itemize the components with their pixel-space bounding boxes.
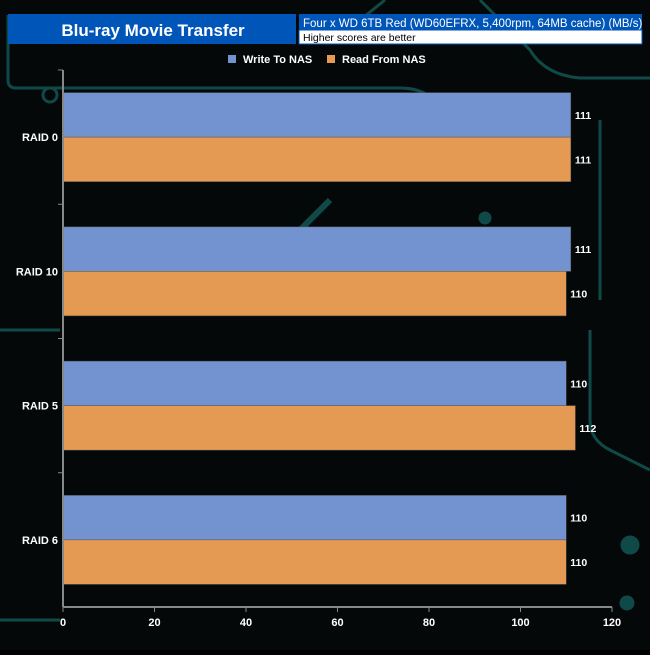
data-label: 110 (570, 513, 587, 525)
x-tick-label: 80 (423, 617, 435, 629)
data-label: 111 (575, 244, 592, 256)
x-tick-label: 120 (603, 617, 621, 629)
chart-title: Blu-ray Movie Transfer (61, 21, 245, 40)
data-label: 112 (579, 423, 596, 435)
legend-label-read: Read From NAS (342, 54, 426, 66)
x-tick-label: 20 (148, 617, 160, 629)
category-label: RAID 5 (22, 401, 58, 413)
data-label: 110 (570, 378, 587, 390)
x-tick-label: 60 (331, 617, 343, 629)
title-box (8, 14, 296, 44)
legend: Write To NAS Read From NAS (228, 54, 426, 66)
bar-read-from-nas (62, 136, 572, 182)
category-label: RAID 0 (22, 132, 58, 144)
x-tick-label: 100 (511, 617, 529, 629)
x-tick-label: 0 (60, 617, 66, 629)
category-label: RAID 6 (22, 535, 58, 547)
bar-write-to-nas (62, 92, 572, 138)
data-label: 111 (575, 154, 592, 166)
note-box (298, 29, 643, 45)
legend-swatch-write (228, 55, 236, 63)
bar-write-to-nas (62, 495, 567, 541)
category-label: RAID 10 (16, 266, 58, 278)
chart-note: Higher scores are better (303, 32, 416, 44)
bar-write-to-nas (62, 360, 567, 406)
data-label: 110 (570, 289, 587, 301)
data-label: 110 (570, 557, 587, 569)
legend-swatch-read (327, 55, 335, 63)
bar-read-from-nas (62, 271, 567, 317)
legend-label-write: Write To NAS (243, 54, 312, 66)
data-label: 111 (575, 110, 592, 122)
x-tick-label: 40 (240, 617, 252, 629)
bar-write-to-nas (62, 226, 572, 272)
bar-read-from-nas (62, 539, 567, 585)
chart-subtitle: Four x WD 6TB Red (WD60EFRX, 5,400rpm, 6… (303, 18, 643, 30)
subtitle-box (299, 14, 642, 30)
bar-read-from-nas (62, 405, 576, 451)
